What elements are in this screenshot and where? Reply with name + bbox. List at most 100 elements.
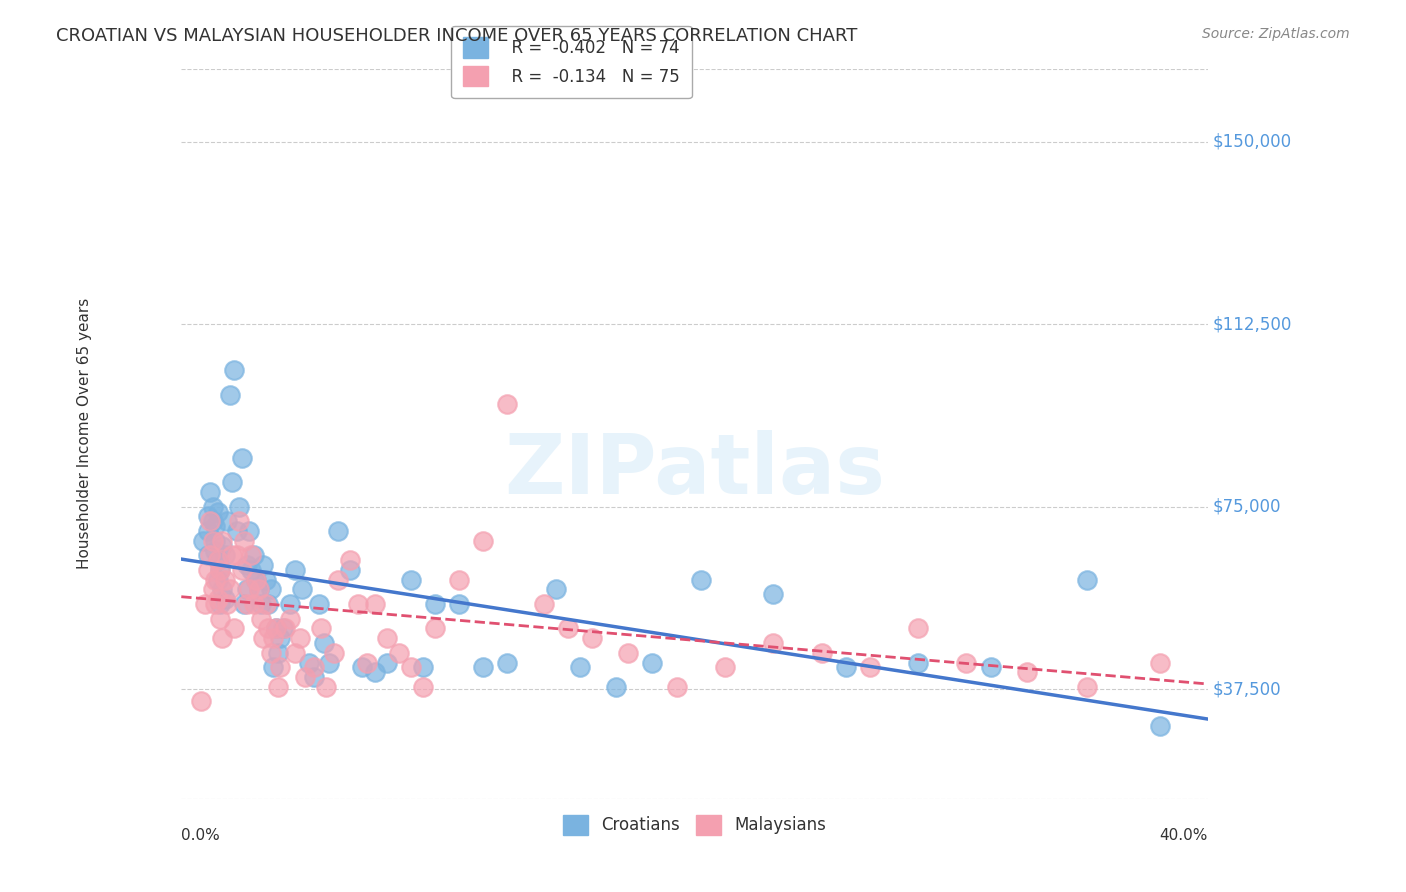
Point xyxy=(225,549,247,563)
Point xyxy=(207,553,229,567)
Point xyxy=(194,597,217,611)
Point xyxy=(197,549,219,563)
Point xyxy=(211,631,233,645)
Text: Householder Income Over 65 years: Householder Income Over 65 years xyxy=(77,298,93,569)
Point xyxy=(339,563,361,577)
Point xyxy=(1076,680,1098,694)
Point xyxy=(204,573,226,587)
Point xyxy=(472,533,495,548)
Legend: Croatians, Malaysians: Croatians, Malaysians xyxy=(555,808,834,842)
Point xyxy=(980,660,1002,674)
Point xyxy=(322,646,344,660)
Text: Source: ZipAtlas.com: Source: ZipAtlas.com xyxy=(1202,27,1350,41)
Point xyxy=(247,582,270,597)
Point xyxy=(231,563,253,577)
Point xyxy=(302,660,325,674)
Point xyxy=(217,597,239,611)
Point xyxy=(1149,719,1171,733)
Point xyxy=(207,573,229,587)
Point xyxy=(235,582,257,597)
Point xyxy=(318,656,340,670)
Text: $37,500: $37,500 xyxy=(1213,681,1281,698)
Point xyxy=(267,680,290,694)
Point xyxy=(291,582,314,597)
Point xyxy=(412,680,434,694)
Point xyxy=(228,514,250,528)
Text: $75,000: $75,000 xyxy=(1213,498,1281,516)
Point xyxy=(339,553,361,567)
Point xyxy=(496,397,519,411)
Point xyxy=(238,524,260,538)
Point xyxy=(288,631,311,645)
Text: $112,500: $112,500 xyxy=(1213,315,1292,333)
Point xyxy=(224,622,246,636)
Text: ZIPatlas: ZIPatlas xyxy=(505,430,886,511)
Point xyxy=(260,582,283,597)
Point xyxy=(235,597,257,611)
Point xyxy=(278,612,301,626)
Point xyxy=(496,656,519,670)
Point xyxy=(197,524,219,538)
Point xyxy=(689,573,711,587)
Point xyxy=(254,573,277,587)
Point xyxy=(302,670,325,684)
Point xyxy=(423,597,446,611)
Point xyxy=(568,660,591,674)
Point xyxy=(218,388,240,402)
Point xyxy=(225,524,247,538)
Point xyxy=(399,660,422,674)
Point xyxy=(214,573,236,587)
Point xyxy=(278,597,301,611)
Point xyxy=(208,563,231,577)
Point xyxy=(274,622,297,636)
Point xyxy=(240,563,263,577)
Point xyxy=(201,500,224,514)
Point xyxy=(641,656,664,670)
Point xyxy=(859,660,882,674)
Point xyxy=(262,660,284,674)
Point xyxy=(218,582,240,597)
Point xyxy=(201,533,224,548)
Point xyxy=(211,533,233,548)
Point xyxy=(810,646,832,660)
Point xyxy=(201,514,224,528)
Point xyxy=(235,558,257,573)
Point xyxy=(204,519,226,533)
Point xyxy=(298,656,321,670)
Text: CROATIAN VS MALAYSIAN HOUSEHOLDER INCOME OVER 65 YEARS CORRELATION CHART: CROATIAN VS MALAYSIAN HOUSEHOLDER INCOME… xyxy=(56,27,858,45)
Point xyxy=(208,612,231,626)
Point xyxy=(284,563,307,577)
Point xyxy=(399,573,422,587)
Point xyxy=(201,582,224,597)
Point xyxy=(214,592,236,607)
Point xyxy=(208,597,231,611)
Point xyxy=(204,597,226,611)
Point xyxy=(250,612,273,626)
Point xyxy=(267,646,290,660)
Point xyxy=(308,597,330,611)
Point xyxy=(375,656,398,670)
Text: 0.0%: 0.0% xyxy=(181,828,221,843)
Point xyxy=(605,680,627,694)
Point xyxy=(388,646,411,660)
Point xyxy=(233,533,256,548)
Point xyxy=(363,597,385,611)
Point xyxy=(581,631,603,645)
Point xyxy=(449,597,471,611)
Point xyxy=(557,622,579,636)
Point xyxy=(208,563,231,577)
Point xyxy=(262,631,284,645)
Point xyxy=(363,665,385,680)
Point xyxy=(352,660,374,674)
Point xyxy=(375,631,398,645)
Point xyxy=(955,656,977,670)
Point xyxy=(312,636,335,650)
Point xyxy=(714,660,737,674)
Point xyxy=(294,670,316,684)
Point xyxy=(214,549,236,563)
Point xyxy=(665,680,688,694)
Point xyxy=(315,680,337,694)
Point xyxy=(271,622,294,636)
Point xyxy=(423,622,446,636)
Point xyxy=(412,660,434,674)
